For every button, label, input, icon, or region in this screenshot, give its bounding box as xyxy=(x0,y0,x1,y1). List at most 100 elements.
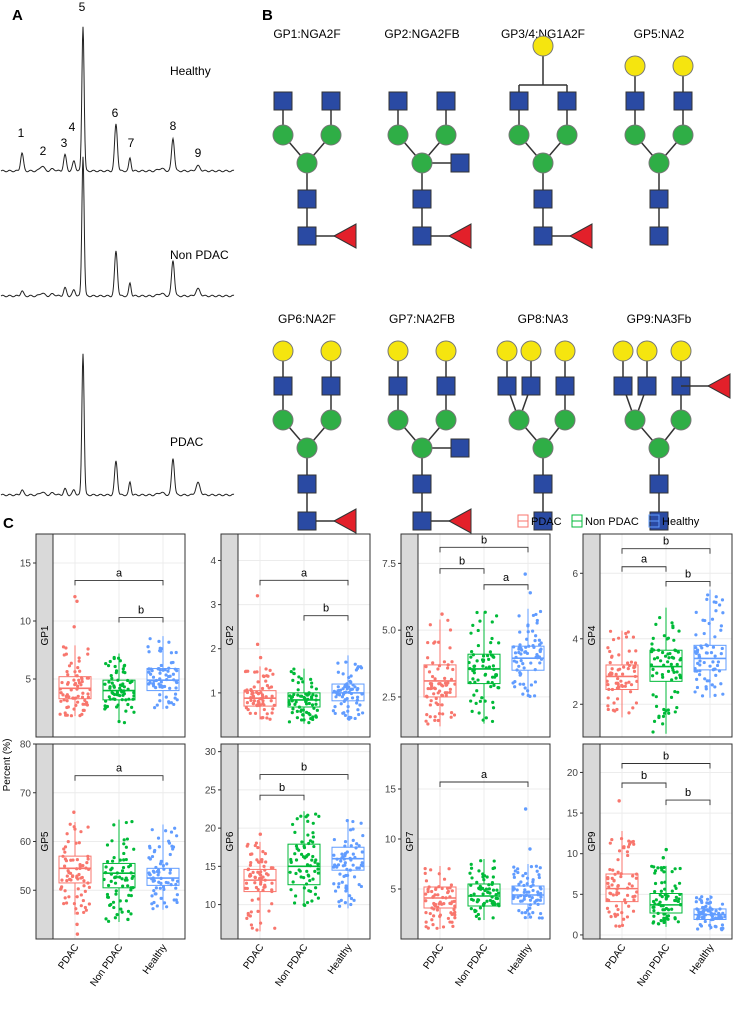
data-point xyxy=(620,923,625,927)
data-point xyxy=(175,698,179,702)
data-point xyxy=(262,864,266,869)
data-point xyxy=(494,614,499,618)
y-axis-label: Percent (%) xyxy=(2,739,13,792)
data-point xyxy=(613,912,617,916)
data-point xyxy=(448,646,452,650)
data-point xyxy=(480,696,484,700)
data-point xyxy=(336,885,341,889)
data-point xyxy=(693,650,697,654)
data-point xyxy=(175,879,180,883)
data-point xyxy=(270,881,274,885)
data-point xyxy=(128,863,133,868)
data-point xyxy=(108,686,112,690)
data-point xyxy=(695,669,699,673)
data-point xyxy=(612,878,616,882)
data-point xyxy=(608,629,613,633)
data-point xyxy=(262,707,266,712)
data-point xyxy=(127,893,131,897)
data-point xyxy=(356,708,360,712)
data-point xyxy=(66,869,70,873)
data-point xyxy=(608,867,612,872)
data-point xyxy=(651,921,655,925)
data-point xyxy=(147,670,151,674)
data-point xyxy=(490,900,494,904)
data-point xyxy=(651,730,655,734)
y-tick-label: 25 xyxy=(205,785,217,796)
glcnac-square xyxy=(412,474,432,494)
significance-label: a xyxy=(641,554,648,566)
data-point xyxy=(303,903,307,907)
data-point xyxy=(708,664,712,668)
data-point xyxy=(630,884,634,888)
data-point xyxy=(332,689,336,693)
data-point xyxy=(121,667,125,671)
data-point xyxy=(627,680,631,684)
data-point xyxy=(150,894,154,898)
data-point xyxy=(168,871,172,875)
data-point xyxy=(304,710,309,714)
data-point xyxy=(517,614,521,618)
panel-frame xyxy=(599,533,733,738)
box-healthy xyxy=(511,572,545,698)
data-point xyxy=(631,635,636,639)
data-point xyxy=(627,882,631,886)
data-point xyxy=(429,868,433,872)
data-point xyxy=(256,680,260,684)
data-point xyxy=(713,924,717,928)
data-point xyxy=(355,842,359,846)
data-point xyxy=(155,869,160,874)
data-point xyxy=(246,867,251,871)
box-healthy xyxy=(331,655,365,721)
outlier-point xyxy=(440,612,444,616)
data-point xyxy=(126,678,130,683)
data-point xyxy=(450,889,454,893)
data-point xyxy=(159,896,163,901)
data-point xyxy=(313,860,317,864)
x-tick-label: PDAC xyxy=(57,942,82,971)
data-point xyxy=(664,906,669,911)
chromatogram-trace xyxy=(0,26,235,173)
boxplot-panels: GP1 5 10 15 a b GP2 1 2 3 4 a b GP3 2.5 5.0 7.5 b b a GP4 2 4 6… xyxy=(20,533,733,989)
data-point xyxy=(678,903,683,907)
data-point xyxy=(671,656,676,660)
data-point xyxy=(705,644,709,648)
data-point xyxy=(430,918,434,922)
significance-bracket xyxy=(483,584,529,590)
data-point xyxy=(452,907,456,912)
data-point xyxy=(469,862,473,866)
box-pdac xyxy=(423,612,457,727)
data-point xyxy=(432,641,436,645)
outlier-point xyxy=(72,810,76,814)
data-point xyxy=(650,647,654,651)
mannose-circle xyxy=(320,124,342,146)
data-point xyxy=(537,873,541,877)
data-point xyxy=(168,686,172,690)
data-point xyxy=(679,656,683,661)
data-point xyxy=(290,710,294,715)
data-point xyxy=(343,713,348,718)
data-point xyxy=(154,892,158,896)
data-point xyxy=(299,677,303,681)
data-point xyxy=(292,901,297,905)
data-point xyxy=(432,914,436,918)
data-point xyxy=(312,844,316,849)
outlier-point xyxy=(523,572,527,576)
data-point xyxy=(263,868,267,872)
data-point xyxy=(424,719,428,723)
data-point xyxy=(77,841,81,845)
data-point xyxy=(468,871,472,875)
data-point xyxy=(525,876,530,880)
data-point xyxy=(294,894,298,898)
data-point xyxy=(519,899,523,903)
y-tick-label: 4 xyxy=(572,634,578,645)
data-point xyxy=(299,852,304,856)
data-point xyxy=(347,690,351,694)
data-point xyxy=(269,699,273,703)
data-point xyxy=(450,920,454,924)
data-point xyxy=(103,871,108,875)
data-point xyxy=(256,897,261,901)
data-point xyxy=(666,914,671,918)
glycan-gp5: GP5:NA2 xyxy=(624,27,694,246)
data-point xyxy=(710,918,714,922)
data-point xyxy=(446,916,451,921)
